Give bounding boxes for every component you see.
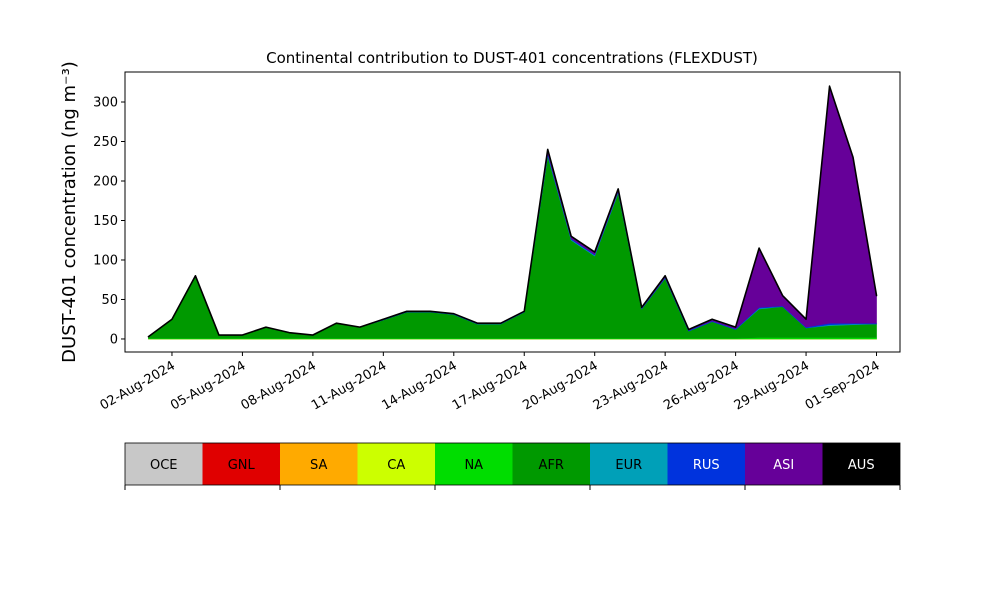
legend-swatch	[822, 443, 900, 485]
legend-swatch	[512, 443, 590, 485]
legend-label: AFR	[539, 458, 564, 473]
x-tick-label: 11-Aug-2024	[309, 358, 389, 413]
legend-swatch	[435, 443, 513, 485]
legend-swatch	[357, 443, 435, 485]
y-axis-label: DUST-401 concentration (ng m⁻³)	[59, 61, 80, 363]
legend-swatch	[125, 443, 203, 485]
x-tick-label: 02-Aug-2024	[98, 358, 178, 413]
legend-label: ASI	[773, 458, 794, 473]
x-tick-label: 29-Aug-2024	[732, 358, 812, 413]
legend-swatch	[202, 443, 280, 485]
y-tick-label: 100	[93, 253, 118, 268]
legend-label: SA	[310, 458, 327, 473]
x-tick-label: 05-Aug-2024	[168, 358, 248, 413]
x-tick-label: 01-Sep-2024	[803, 358, 883, 413]
area	[148, 155, 877, 339]
x-tick-label: 23-Aug-2024	[591, 358, 671, 413]
x-tick-label: 14-Aug-2024	[379, 358, 459, 413]
y-tick-label: 200	[93, 174, 118, 189]
y-tick-label: 300	[93, 96, 118, 111]
y-tick-label: 250	[93, 135, 118, 150]
legend-label: AUS	[848, 458, 875, 473]
legend-swatch	[590, 443, 668, 485]
area	[148, 85, 877, 337]
area	[147, 85, 878, 338]
legend-label: RUS	[693, 458, 720, 473]
x-tick-label: 08-Aug-2024	[239, 358, 319, 413]
x-tick-label: 20-Aug-2024	[520, 358, 600, 413]
y-tick-label: 50	[101, 293, 118, 308]
legend-label: EUR	[615, 458, 642, 473]
y-tick-label: 0	[110, 332, 118, 347]
x-tick-label: 17-Aug-2024	[450, 358, 530, 413]
legend-label: OCE	[150, 458, 178, 473]
plot-frame	[124, 71, 901, 353]
legend-swatch	[745, 443, 823, 485]
x-tick-label: 26-Aug-2024	[661, 358, 741, 413]
legend-label: CA	[387, 458, 405, 473]
legend-frame	[124, 442, 901, 486]
legend-swatch	[280, 443, 358, 485]
legend-label: GNL	[228, 458, 256, 473]
legend-swatch	[667, 443, 745, 485]
legend-label: NA	[464, 458, 483, 473]
chart-title: Continental contribution to DUST-401 con…	[266, 49, 758, 67]
y-tick-label: 150	[93, 214, 118, 229]
